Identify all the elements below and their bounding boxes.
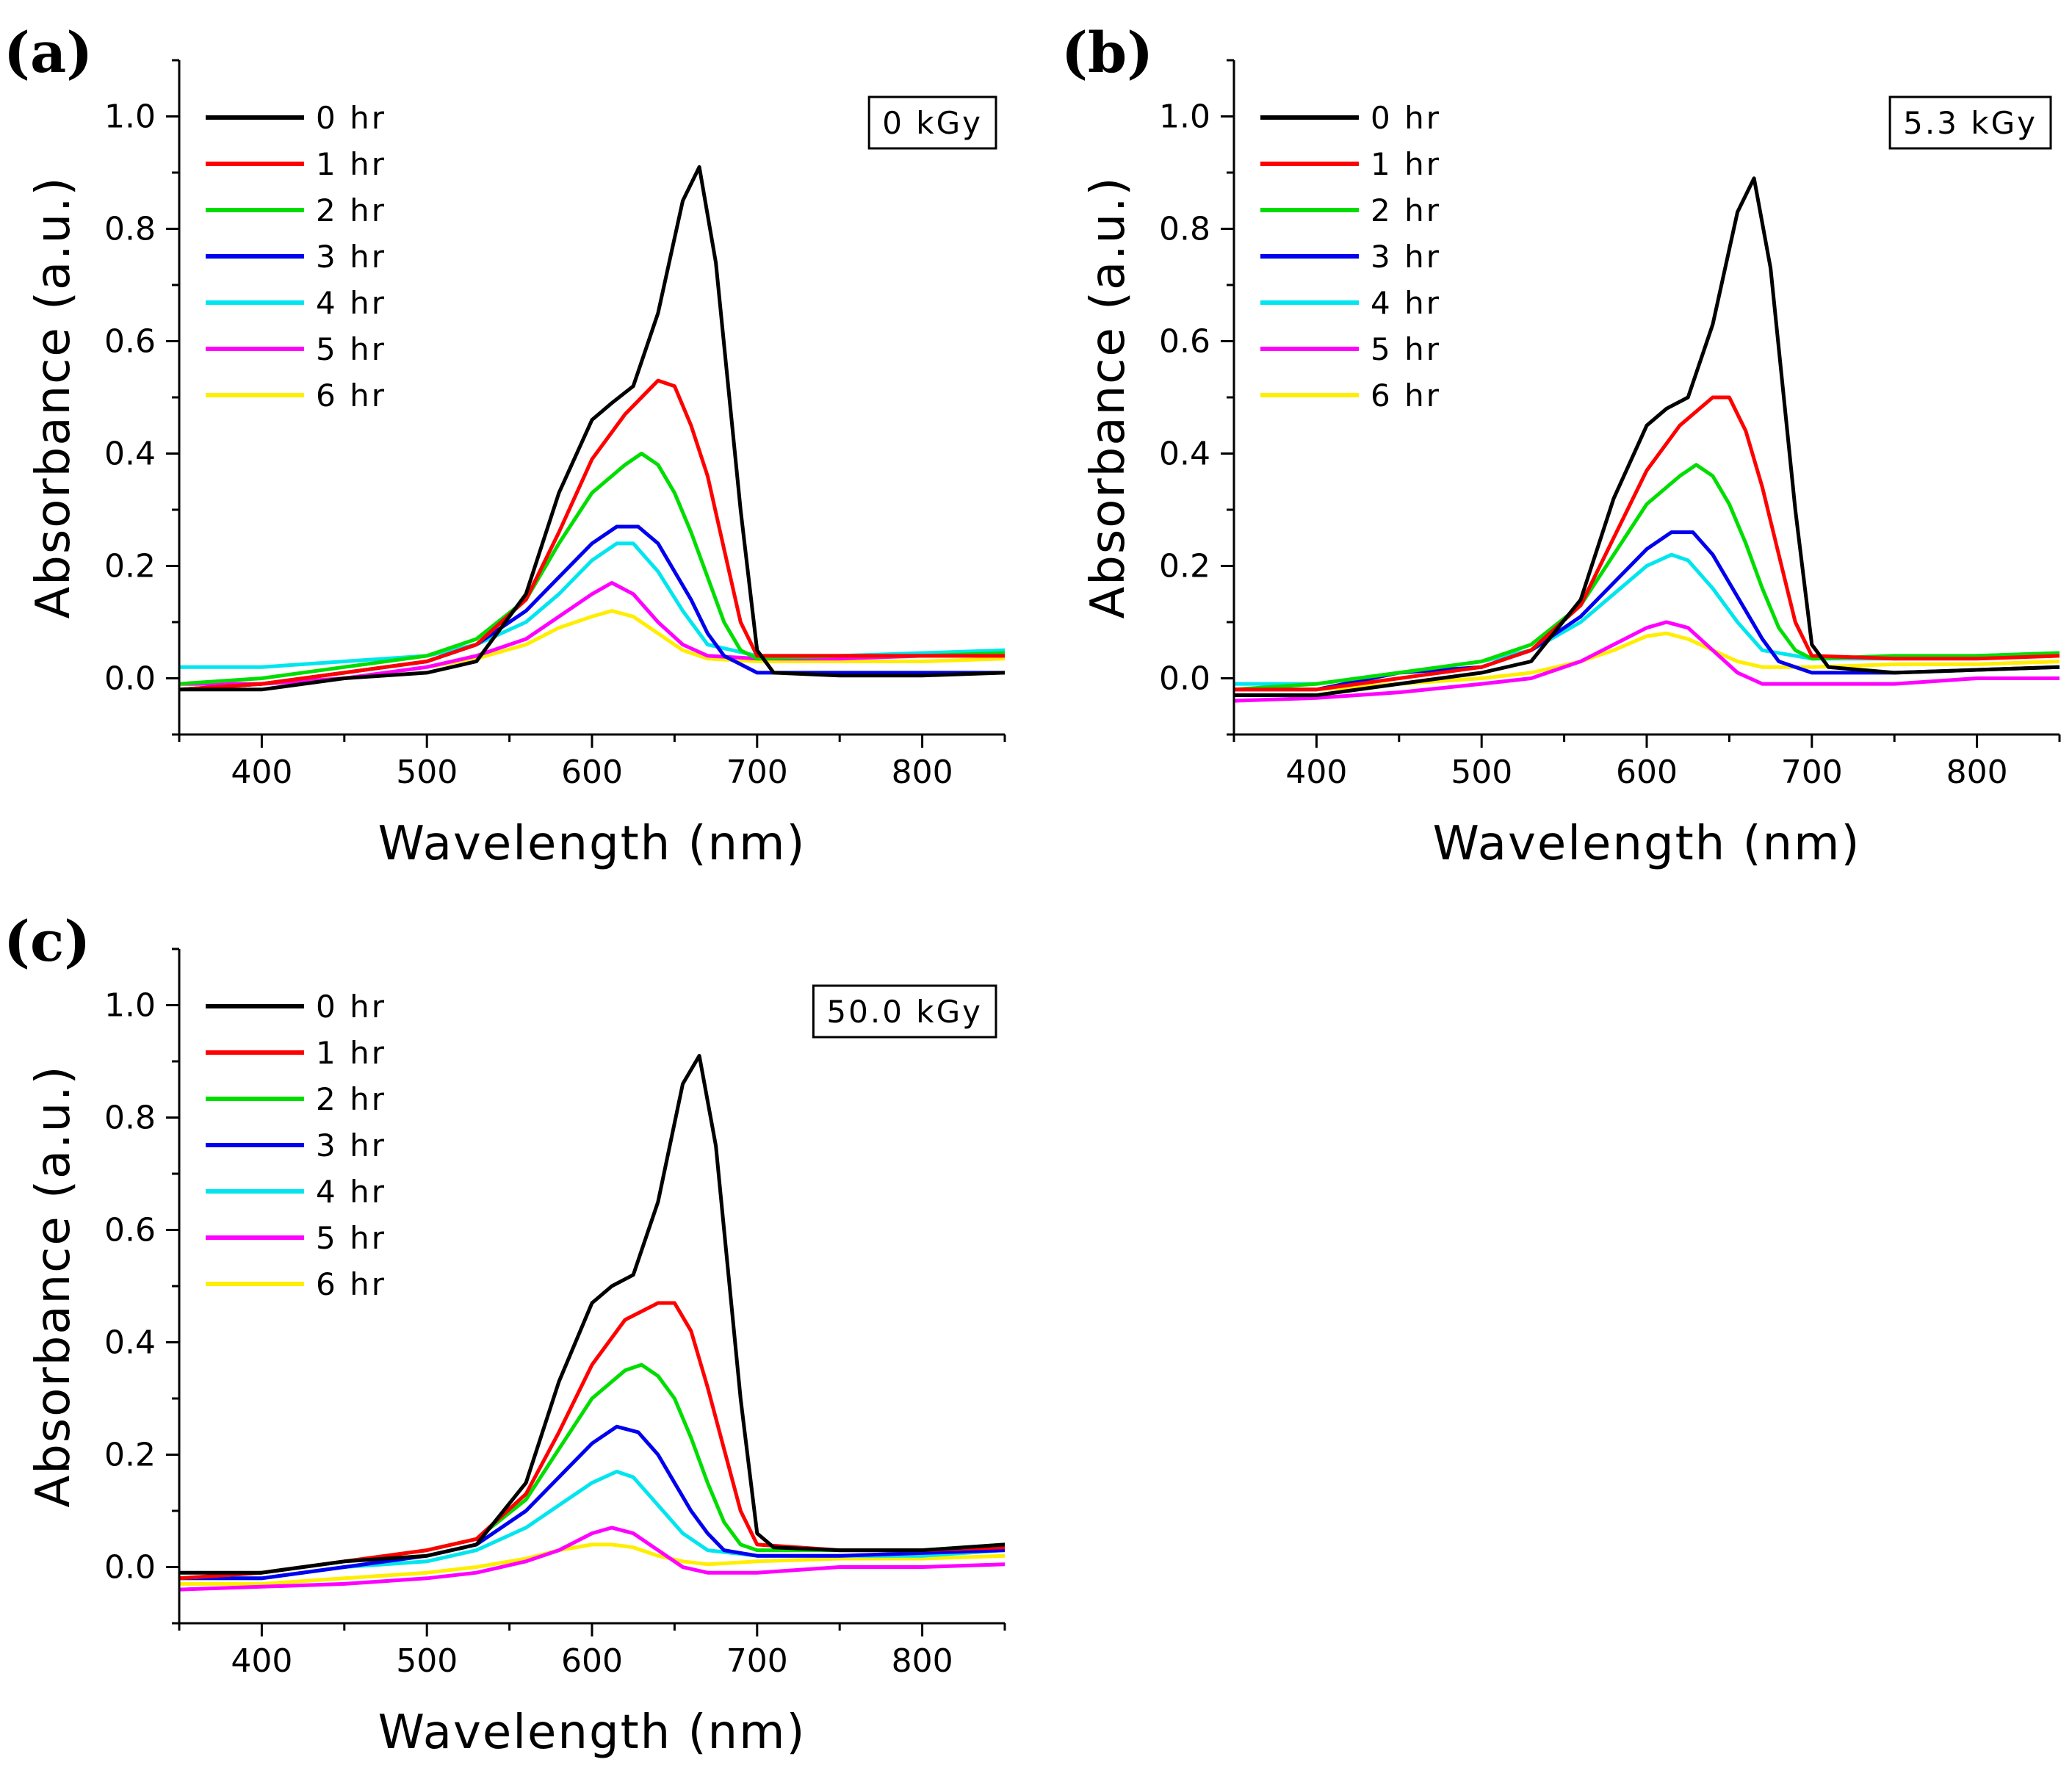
dose-label: 50.0 kGy: [826, 994, 983, 1030]
y-tick-label: 0.0: [1159, 660, 1210, 698]
series-line-6-hr: [1234, 631, 2060, 692]
legend-label: 0 hr: [316, 100, 386, 136]
x-tick-label: 600: [561, 754, 623, 791]
legend-label: 4 hr: [1371, 285, 1441, 321]
x-tick-label: 500: [396, 1642, 458, 1680]
x-axis-title: Wavelength (nm): [378, 1706, 806, 1760]
y-tick-label: 1.0: [1159, 98, 1210, 136]
legend-label: 2 hr: [1371, 192, 1441, 228]
legend-label: 0 hr: [316, 989, 386, 1025]
x-tick-label: 600: [561, 1642, 623, 1680]
legend-label: 2 hr: [316, 192, 386, 228]
x-tick-label: 700: [726, 1642, 788, 1680]
series-line-6-hr: [179, 1542, 1005, 1586]
legend-label: 5 hr: [316, 1220, 386, 1256]
series-group: [1234, 176, 2060, 703]
series-line-4-hr: [179, 541, 1005, 669]
x-tick-label: 600: [1616, 754, 1678, 791]
x-tick-label: 800: [892, 754, 953, 791]
series-line-1-hr: [179, 1301, 1005, 1581]
series-line-2-hr: [179, 452, 1005, 686]
x-tick-label: 500: [396, 754, 458, 791]
series-line-0-hr: [179, 1053, 1005, 1575]
legend-label: 5 hr: [316, 331, 386, 367]
y-tick-label: 0.2: [104, 1437, 156, 1474]
x-tick-label: 800: [892, 1642, 953, 1680]
dose-box: [812, 984, 997, 1039]
series-line-1-hr: [179, 378, 1005, 692]
y-tick-label: 0.4: [104, 1324, 156, 1362]
y-tick-label: 1.0: [104, 98, 156, 136]
legend-label: 3 hr: [1371, 239, 1441, 275]
y-tick-label: 0.4: [104, 436, 156, 473]
y-tick-label: 0.4: [1159, 436, 1210, 473]
legend-label: 6 hr: [1371, 378, 1441, 414]
x-tick-label: 400: [231, 1642, 292, 1680]
y-tick-label: 0.6: [104, 1212, 156, 1249]
series-line-5-hr: [1234, 620, 2060, 703]
y-tick-label: 0.8: [104, 1100, 156, 1137]
x-tick-label: 500: [1451, 754, 1512, 791]
chart-panel-b: (b) 400 500 600 700 800 0.0 0.2 0.4 0.6 0.8 1.0 Wave…: [1061, 20, 2061, 871]
x-tick-label: 700: [726, 754, 788, 791]
y-tick-label: 0.8: [1159, 211, 1210, 248]
dose-box: [867, 95, 997, 150]
series-line-4-hr: [179, 1470, 1005, 1581]
y-tick-label: 0.2: [1159, 548, 1210, 585]
x-tick-label: 400: [231, 754, 292, 791]
panel-letter: (a): [4, 20, 93, 85]
legend-label: 1 hr: [316, 146, 386, 182]
legend: 0 hr 1 hr 2 hr 3 hr 4 hr 5 hr 6 hr: [1260, 100, 1441, 414]
legend-label: 1 hr: [1371, 146, 1441, 182]
series-group: [179, 165, 1005, 692]
panel-letter: (b): [1061, 20, 1153, 85]
legend: 0 hr 1 hr 2 hr 3 hr 4 hr 5 hr 6 hr: [206, 989, 386, 1302]
y-tick-label: 0.6: [1159, 323, 1210, 361]
legend-label: 6 hr: [316, 1266, 386, 1302]
x-tick-label: 800: [1946, 754, 2008, 791]
x-axis-title: Wavelength (nm): [1433, 817, 1861, 871]
legend-label: 1 hr: [316, 1035, 386, 1071]
series-line-5-hr: [179, 581, 1005, 686]
legend-label: 4 hr: [316, 285, 386, 321]
legend-label: 5 hr: [1371, 331, 1441, 367]
legend-label: 3 hr: [316, 239, 386, 275]
series-group: [179, 1053, 1005, 1592]
legend-label: 2 hr: [316, 1081, 386, 1117]
y-tick-label: 1.0: [104, 987, 156, 1025]
series-line-5-hr: [179, 1526, 1005, 1592]
series-line-2-hr: [1234, 463, 2060, 692]
x-axis-title: Wavelength (nm): [378, 817, 806, 871]
dose-box: [1888, 95, 2052, 150]
y-axis-title: Absorbance (a.u.): [1081, 176, 1136, 619]
series-line-0-hr: [1234, 176, 2060, 697]
dose-label: 0 kGy: [882, 105, 983, 141]
series-line-0-hr: [179, 165, 1005, 692]
x-tick-label: 400: [1285, 754, 1347, 791]
y-tick-label: 0.8: [104, 211, 156, 248]
y-tick-label: 0.6: [104, 323, 156, 361]
y-tick-label: 0.0: [104, 1549, 156, 1587]
legend-label: 0 hr: [1371, 100, 1441, 136]
legend: 0 hr 1 hr 2 hr 3 hr 4 hr 5 hr 6 hr: [206, 100, 386, 414]
series-line-1-hr: [1234, 395, 2060, 692]
legend-label: 6 hr: [316, 378, 386, 414]
series-line-3-hr: [179, 1424, 1005, 1581]
y-axis-title: Absorbance (a.u.): [26, 1065, 81, 1508]
chart-panel-c: (c) 400 500 600 700 800 0.0 0.2 0.4 0.6 0.8 1.0 Wave…: [4, 909, 1006, 1760]
chart-panel-a: (a) 400 500 600 700 800 0.0 0.2 0.4 0.6 0.8 1.0 Wave…: [4, 20, 1006, 871]
y-axis-title: Absorbance (a.u.): [26, 176, 81, 619]
legend-label: 3 hr: [316, 1127, 386, 1163]
legend-label: 4 hr: [316, 1174, 386, 1210]
x-tick-label: 700: [1781, 754, 1843, 791]
y-tick-label: 0.2: [104, 548, 156, 585]
panel-letter: (c): [4, 909, 90, 974]
dose-label: 5.3 kGy: [1903, 105, 2037, 141]
y-tick-label: 0.0: [104, 660, 156, 698]
